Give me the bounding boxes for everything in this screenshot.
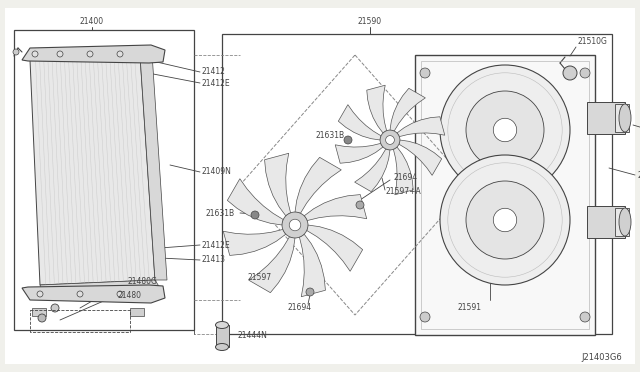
Circle shape: [440, 65, 570, 195]
Text: 21409N: 21409N: [202, 167, 232, 176]
Polygon shape: [304, 195, 367, 221]
Circle shape: [380, 130, 400, 150]
Bar: [421, 61, 589, 329]
Circle shape: [466, 91, 544, 169]
Circle shape: [344, 136, 352, 144]
Circle shape: [51, 304, 59, 312]
Bar: [615, 208, 629, 236]
Bar: [130, 308, 144, 316]
Bar: [14, 30, 194, 330]
Ellipse shape: [619, 208, 631, 236]
Polygon shape: [355, 149, 390, 192]
Polygon shape: [222, 34, 612, 334]
Polygon shape: [22, 45, 165, 63]
Polygon shape: [335, 143, 383, 163]
Text: 21400: 21400: [80, 17, 104, 26]
Circle shape: [493, 208, 516, 232]
Text: 21480G: 21480G: [127, 278, 157, 286]
Polygon shape: [399, 140, 442, 175]
Bar: [587, 102, 625, 134]
Circle shape: [38, 314, 46, 322]
Circle shape: [117, 51, 123, 57]
Text: 21510G: 21510G: [578, 38, 608, 46]
Ellipse shape: [619, 104, 631, 132]
Circle shape: [117, 291, 123, 297]
Circle shape: [385, 136, 394, 144]
Text: 21590: 21590: [358, 17, 382, 26]
Polygon shape: [223, 230, 286, 256]
Polygon shape: [30, 55, 155, 285]
Polygon shape: [394, 147, 413, 195]
Circle shape: [580, 68, 590, 78]
Bar: [30, 310, 130, 332]
Circle shape: [440, 155, 570, 285]
Circle shape: [289, 219, 301, 231]
Text: 21413: 21413: [202, 256, 226, 264]
Circle shape: [420, 312, 430, 322]
Circle shape: [466, 181, 544, 259]
Circle shape: [87, 51, 93, 57]
Text: 21631B: 21631B: [206, 208, 235, 218]
Circle shape: [580, 312, 590, 322]
Polygon shape: [307, 225, 363, 271]
Ellipse shape: [216, 343, 228, 350]
Circle shape: [32, 51, 38, 57]
Text: 21412E: 21412E: [202, 241, 230, 250]
Text: 21475: 21475: [637, 170, 640, 180]
Circle shape: [37, 291, 43, 297]
Text: 21631B: 21631B: [316, 131, 345, 141]
Polygon shape: [390, 88, 426, 131]
Polygon shape: [227, 179, 284, 225]
Polygon shape: [40, 280, 160, 293]
Polygon shape: [339, 105, 381, 140]
Circle shape: [282, 212, 308, 238]
Bar: [415, 55, 595, 335]
Polygon shape: [140, 53, 167, 280]
Circle shape: [306, 288, 314, 296]
Circle shape: [57, 51, 63, 57]
Text: 21412: 21412: [202, 67, 226, 77]
Bar: [216, 325, 229, 347]
Bar: [32, 308, 46, 316]
Bar: [587, 206, 625, 238]
Polygon shape: [249, 237, 295, 293]
Text: 21444N: 21444N: [237, 331, 267, 340]
Polygon shape: [367, 85, 387, 133]
Circle shape: [251, 211, 259, 219]
Circle shape: [563, 66, 577, 80]
Bar: [615, 104, 629, 132]
Circle shape: [77, 291, 83, 297]
Circle shape: [420, 68, 430, 78]
Text: 21480: 21480: [117, 292, 141, 301]
Text: 21597: 21597: [248, 273, 272, 282]
Polygon shape: [22, 285, 165, 303]
Text: 21591: 21591: [458, 304, 482, 312]
Text: J21403G6: J21403G6: [581, 353, 622, 362]
Polygon shape: [300, 234, 325, 297]
Ellipse shape: [216, 321, 228, 328]
Text: 21694: 21694: [393, 173, 417, 183]
Text: 21694: 21694: [288, 304, 312, 312]
Text: 21412E: 21412E: [202, 78, 230, 87]
Circle shape: [493, 118, 516, 142]
Circle shape: [356, 201, 364, 209]
Polygon shape: [397, 117, 445, 137]
Polygon shape: [264, 153, 291, 216]
Circle shape: [13, 49, 19, 55]
Text: 21597+A: 21597+A: [385, 187, 420, 196]
Polygon shape: [295, 157, 341, 213]
